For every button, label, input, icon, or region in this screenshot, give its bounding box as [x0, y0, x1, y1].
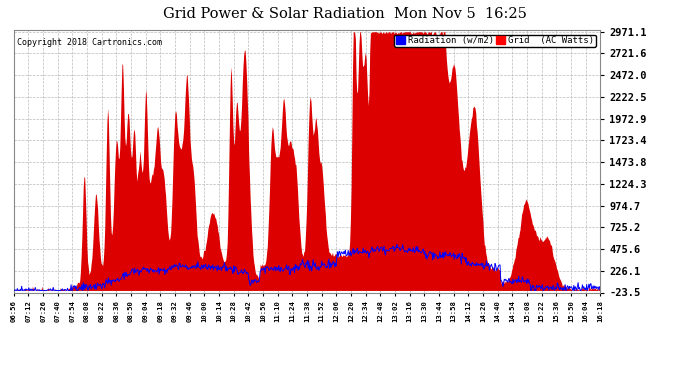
Legend: Radiation (w/m2), Grid  (AC Watts): Radiation (w/m2), Grid (AC Watts): [394, 34, 595, 47]
Text: Copyright 2018 Cartronics.com: Copyright 2018 Cartronics.com: [17, 38, 161, 47]
Text: Grid Power & Solar Radiation  Mon Nov 5  16:25: Grid Power & Solar Radiation Mon Nov 5 1…: [163, 8, 527, 21]
